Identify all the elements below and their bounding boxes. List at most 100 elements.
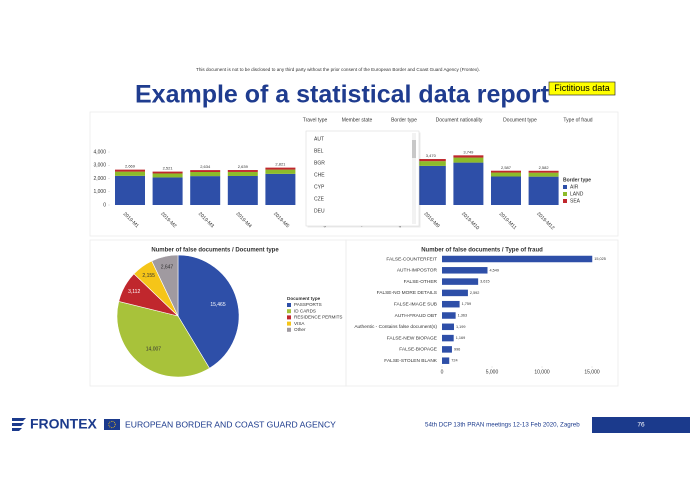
bar-segment (190, 176, 221, 205)
y-tick-label: 1,000 (93, 189, 106, 195)
bar-segment (190, 172, 221, 177)
bar-segment (491, 176, 521, 205)
value-label: 2,592 (470, 291, 480, 295)
y-tick-label: 0 (103, 202, 106, 208)
filter-header[interactable]: Document nationality (436, 117, 483, 123)
filter-header[interactable]: Travel type (303, 117, 328, 123)
slice-label: 14,007 (146, 347, 162, 353)
category-label: FALSE-COUNTERFEIT (386, 256, 437, 262)
value-label: 1,363 (458, 314, 468, 318)
filter-header[interactable]: Document type (503, 117, 537, 123)
legend-label: Other (294, 327, 306, 332)
title: Example of a statistical data report (135, 81, 550, 109)
footer: FRONTEX EUROPEAN BORDER AND COAST GUARD … (12, 416, 690, 433)
bar (442, 289, 468, 297)
dropdown-item[interactable]: AUT (314, 136, 324, 142)
bar-segment (115, 175, 145, 205)
category-label: FALSE-OTHER (404, 279, 438, 285)
slice-label: 3,112 (128, 289, 140, 295)
legend-swatch (287, 327, 291, 332)
bar (442, 300, 460, 308)
page-box (592, 417, 690, 433)
bar-segment (528, 176, 559, 205)
legend-label: LAND (570, 191, 584, 197)
bar-segment (152, 171, 183, 174)
dropdown-item[interactable]: DEU (314, 208, 325, 214)
bar-segment (453, 162, 484, 205)
value-label: 1,759 (462, 302, 472, 306)
legend-swatch (563, 192, 567, 196)
notice: This document is not to be disclosed to … (196, 67, 480, 72)
value-label: 996 (454, 347, 460, 351)
value-label: 1,169 (456, 336, 466, 340)
bar-segment (415, 161, 446, 166)
total-label: 3,749 (463, 149, 474, 154)
bar-segment (115, 171, 145, 176)
dropdown-item[interactable]: CZE (314, 196, 325, 202)
logo: FRONTEX (30, 416, 98, 432)
dropdown-item[interactable]: CYP (314, 184, 325, 190)
dropdown-item[interactable]: BGR (314, 160, 325, 166)
value-label: 724 (451, 359, 457, 363)
category-label: FALSE-STOLEN BLANK (384, 358, 437, 364)
legend-swatch (287, 309, 291, 314)
scroll-thumb[interactable] (412, 140, 416, 158)
scrollbar[interactable] (412, 133, 416, 224)
dropdown-item[interactable]: BEL (314, 148, 324, 154)
total-label: 2,669 (125, 164, 136, 169)
value-label: 3,615 (480, 280, 490, 284)
panel (89, 111, 619, 237)
category-label: AUTH-IMPOSTOR (397, 268, 438, 274)
total-label: 3,470 (426, 153, 437, 158)
bar-segment (190, 170, 221, 173)
category-label: FALSE-BIOPAGE (399, 347, 437, 353)
x-tick-label: 0 (441, 369, 444, 375)
legend-swatch (563, 185, 567, 189)
bar-segment (152, 173, 183, 178)
filter-header[interactable]: Type of fraud (563, 117, 592, 123)
slice-label: 2,155 (142, 273, 155, 279)
filter-bar: Travel type Member state Border type Doc… (303, 117, 593, 123)
bar (442, 357, 450, 364)
bar-segment (491, 170, 521, 173)
dropdown-item[interactable]: CHE (314, 172, 325, 178)
badge: Fictitious data (554, 83, 610, 93)
value-label: 15,025 (594, 257, 606, 261)
category-label: AUTH-FRAUD OBT (395, 313, 437, 319)
pie-slice (151, 254, 179, 317)
bar-segment (265, 167, 296, 170)
legend-swatch (563, 199, 567, 203)
meeting: 54th DCP 13th PRAN meetings 12-13 Feb 20… (425, 422, 580, 429)
legend-swatch (287, 315, 291, 320)
total-label: 2,639 (238, 164, 249, 169)
legend-swatch (287, 303, 291, 307)
bar-segment (265, 173, 296, 205)
bar (442, 334, 454, 342)
bar-segment (415, 159, 446, 162)
category-label: Authentic - Contains false document(s) (354, 324, 437, 330)
total-label: 2,587 (501, 165, 512, 170)
pie-slice (116, 301, 210, 378)
hbar-chart: Number of false documents / Type of frau… (354, 248, 606, 376)
y-tick-label: 2,000 (93, 176, 106, 182)
bar (442, 312, 456, 319)
agency: EUROPEAN BORDER AND COAST GUARD AGENCY (125, 419, 336, 429)
bar-segment (528, 170, 559, 173)
x-tick-label: 15,000 (584, 369, 600, 375)
y-tick-label: 4,000 (93, 149, 106, 155)
eu-flag (104, 419, 120, 430)
legend-title: Border type (563, 177, 591, 183)
pie-slice (177, 254, 240, 369)
legend-swatch (287, 321, 291, 326)
bar-segment (491, 172, 521, 177)
filter-header[interactable]: Border type (391, 117, 417, 123)
chart-title: Number of false documents / Document typ… (151, 248, 279, 254)
filter-header[interactable]: Member state (342, 117, 373, 123)
panel (345, 239, 619, 387)
value-label: 1,199 (456, 325, 466, 329)
page-number: 76 (637, 422, 645, 429)
bar-segment (453, 157, 484, 163)
bar-segment (415, 165, 446, 205)
dropdown-box (305, 130, 420, 227)
